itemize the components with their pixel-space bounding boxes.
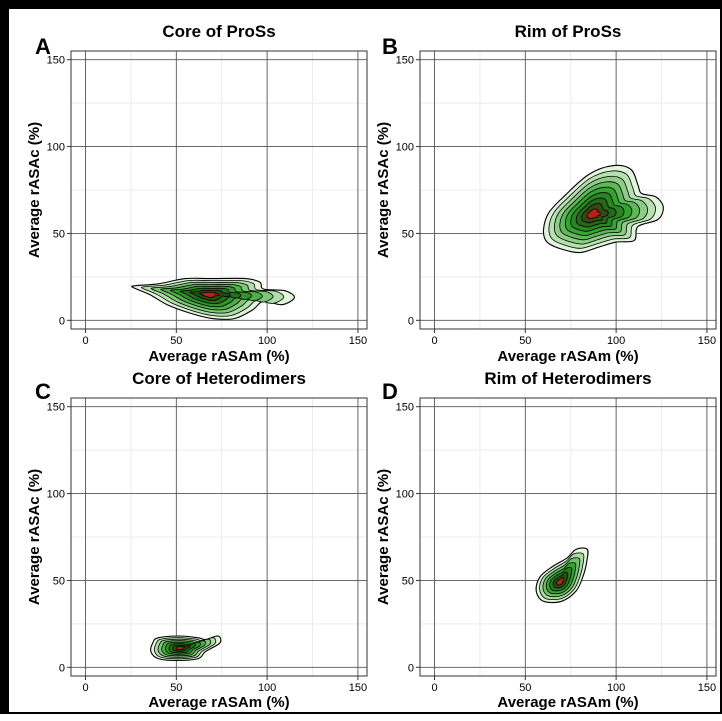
y-tick-label: 150: [47, 55, 65, 67]
minor-grid: [71, 51, 367, 329]
x-tick-label: 0: [431, 682, 437, 694]
minor-grid: [420, 51, 716, 329]
y-tick-label: 150: [47, 402, 65, 414]
plot-frame: [419, 50, 717, 330]
density-contours: [542, 164, 664, 254]
y-tick-label: 0: [408, 662, 414, 674]
y-tick-label: 100: [396, 142, 414, 154]
plot-frame: [419, 397, 717, 677]
contour-level-7: [556, 576, 565, 586]
contour-level-9: [586, 208, 601, 220]
y-tick-label: 50: [53, 575, 65, 587]
panel-letter: C: [35, 379, 51, 404]
minor-grid: [71, 398, 367, 676]
x-axis-label: Average rASAm (%): [148, 348, 289, 365]
major-grid: [71, 398, 367, 676]
y-axis-label: Average rASAc (%): [26, 469, 43, 605]
panel-letter: B: [382, 34, 398, 59]
plot-frame: [70, 397, 368, 677]
contour-level-8: [198, 291, 221, 298]
panel-title: Core of ProSs: [162, 22, 275, 41]
y-tick-label: 0: [59, 315, 65, 327]
y-tick-label: 0: [59, 662, 65, 674]
x-tick-label: 100: [607, 335, 625, 347]
panel-letter: D: [382, 379, 398, 404]
x-tick-label: 50: [170, 682, 182, 694]
y-tick-label: 100: [47, 142, 65, 154]
y-axis-label: Average rASAc (%): [375, 122, 392, 258]
y-axis-label: Average rASAc (%): [26, 122, 43, 258]
x-tick-label: 100: [258, 335, 276, 347]
y-tick-label: 150: [396, 55, 414, 67]
x-tick-label: 100: [607, 682, 625, 694]
x-axis-label: Average rASAm (%): [497, 694, 638, 711]
density-contours: [150, 635, 222, 661]
minor-grid: [420, 398, 716, 676]
y-tick-label: 150: [396, 402, 414, 414]
x-tick-label: 150: [349, 682, 367, 694]
x-axis-label: Average rASAm (%): [497, 348, 638, 365]
x-tick-label: 0: [82, 682, 88, 694]
y-tick-label: 0: [408, 315, 414, 327]
x-tick-label: 50: [519, 682, 531, 694]
x-tick-label: 50: [170, 335, 182, 347]
panel-letter: A: [35, 34, 51, 59]
y-tick-label: 100: [396, 489, 414, 501]
x-tick-label: 150: [349, 335, 367, 347]
contour-level-8: [175, 646, 186, 651]
x-axis-label: Average rASAm (%): [148, 694, 289, 711]
panel-title: Rim of ProSs: [515, 22, 622, 41]
y-tick-label: 100: [47, 489, 65, 501]
y-axis-label: Average rASAc (%): [375, 469, 392, 605]
panel-title: Core of Heterodimers: [132, 369, 306, 388]
y-tick-label: 50: [402, 228, 414, 240]
plot-frame: [70, 50, 368, 330]
x-tick-label: 0: [82, 335, 88, 347]
y-tick-label: 50: [402, 575, 414, 587]
x-tick-label: 50: [519, 335, 531, 347]
x-tick-label: 0: [431, 335, 437, 347]
x-tick-label: 100: [258, 682, 276, 694]
panel-title: Rim of Heterodimers: [484, 369, 651, 388]
density-contours: [131, 277, 295, 320]
x-tick-label: 150: [698, 335, 716, 347]
major-grid: [71, 51, 367, 329]
x-tick-label: 150: [698, 682, 716, 694]
major-grid: [420, 51, 716, 329]
y-tick-label: 50: [53, 228, 65, 240]
density-contours: [535, 547, 589, 604]
